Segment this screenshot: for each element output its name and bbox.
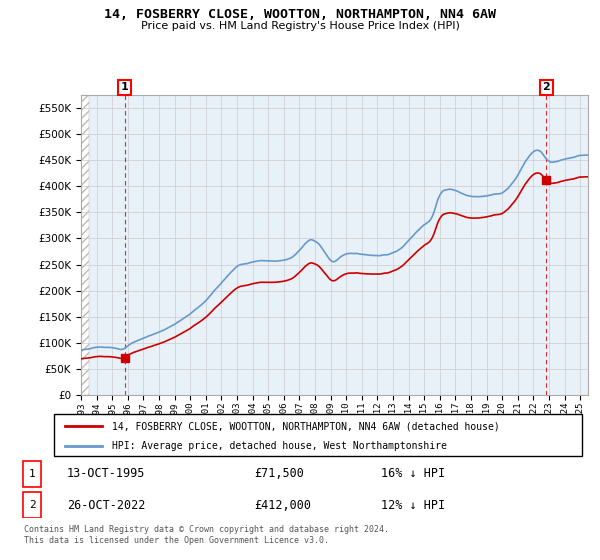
Bar — [23, 492, 41, 518]
Bar — [23, 461, 41, 487]
Text: 1: 1 — [29, 469, 35, 479]
Text: HPI: Average price, detached house, West Northamptonshire: HPI: Average price, detached house, West… — [112, 441, 447, 451]
Text: 1: 1 — [121, 82, 128, 92]
Text: 2: 2 — [542, 82, 550, 92]
Text: 14, FOSBERRY CLOSE, WOOTTON, NORTHAMPTON, NN4 6AW: 14, FOSBERRY CLOSE, WOOTTON, NORTHAMPTON… — [104, 8, 496, 21]
Text: Contains HM Land Registry data © Crown copyright and database right 2024.
This d: Contains HM Land Registry data © Crown c… — [24, 525, 389, 545]
Text: 12% ↓ HPI: 12% ↓ HPI — [380, 498, 445, 512]
Text: £71,500: £71,500 — [254, 468, 304, 480]
Text: 13-OCT-1995: 13-OCT-1995 — [67, 468, 145, 480]
Text: 14, FOSBERRY CLOSE, WOOTTON, NORTHAMPTON, NN4 6AW (detached house): 14, FOSBERRY CLOSE, WOOTTON, NORTHAMPTON… — [112, 421, 500, 431]
Text: Price paid vs. HM Land Registry's House Price Index (HPI): Price paid vs. HM Land Registry's House … — [140, 21, 460, 31]
Text: 16% ↓ HPI: 16% ↓ HPI — [380, 468, 445, 480]
Text: £412,000: £412,000 — [254, 498, 311, 512]
Text: 2: 2 — [29, 500, 35, 510]
Text: 26-OCT-2022: 26-OCT-2022 — [67, 498, 145, 512]
